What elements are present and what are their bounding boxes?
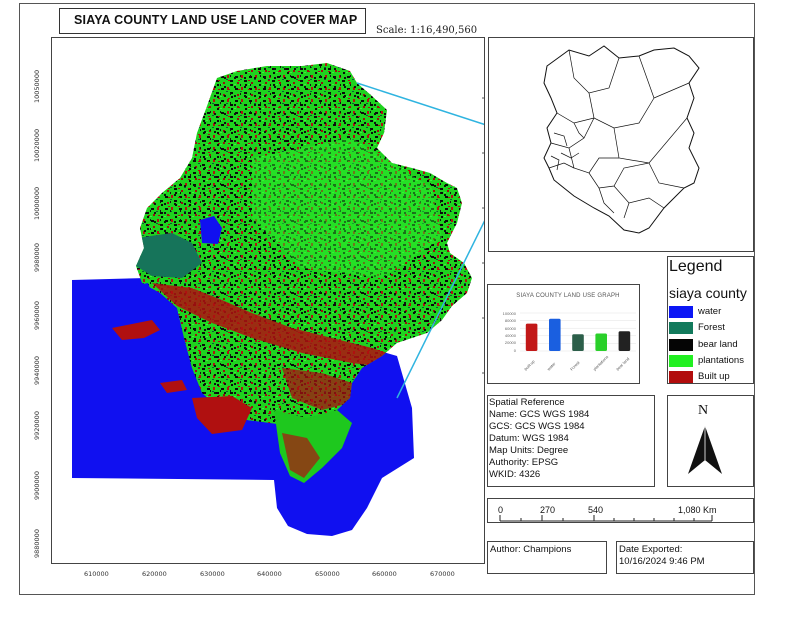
chart-ytick: 80000 bbox=[504, 318, 516, 323]
scale-label: 1,080 Km bbox=[678, 505, 717, 515]
y-tick-label: 10000000 bbox=[33, 186, 41, 220]
y-tick-label: 9900000 bbox=[33, 471, 41, 500]
scale-label: 0 bbox=[498, 505, 504, 515]
x-tick-label: 610000 bbox=[84, 570, 109, 578]
chart-bar-forest bbox=[572, 334, 584, 351]
sr-heading: Spatial Reference bbox=[489, 397, 565, 408]
north-label: N bbox=[698, 403, 709, 418]
legend-label: Forest bbox=[698, 322, 725, 333]
island-2 bbox=[192, 396, 252, 434]
date-value: 10/16/2024 9:46 PM bbox=[619, 556, 705, 567]
built-up-south bbox=[282, 368, 352, 410]
chart-bar-bear-land bbox=[618, 331, 631, 351]
scale-text: Scale: 1:16,490,560 bbox=[376, 25, 478, 36]
county-borders bbox=[548, 49, 690, 219]
x-tick-label: 620000 bbox=[142, 570, 167, 578]
chart-ytick: 20000 bbox=[504, 340, 516, 345]
legend-item-water: water bbox=[668, 306, 754, 320]
bar-chart bbox=[520, 312, 636, 352]
author-frame bbox=[487, 541, 607, 574]
dense-green bbox=[252, 138, 442, 278]
sr-name: Name: GCS WGS 1984 bbox=[489, 409, 590, 420]
layout-frame bbox=[19, 3, 755, 595]
legend-swatch bbox=[669, 306, 693, 318]
legend-item-built-up: Built up bbox=[668, 371, 754, 385]
inset-map-kenya[interactable] bbox=[489, 38, 755, 253]
y-tick-label: 9920000 bbox=[33, 411, 41, 440]
x-tick-label: 670000 bbox=[430, 570, 455, 578]
chart-ytick: 0 bbox=[513, 348, 516, 353]
sr-units: Map Units: Degree bbox=[489, 445, 569, 456]
legend-label: bear land bbox=[698, 339, 738, 350]
sr-gcs: GCS: GCS WGS 1984 bbox=[489, 421, 585, 432]
inland-water-1 bbox=[200, 216, 222, 244]
spatial-reference-frame bbox=[487, 395, 655, 487]
scale-bar bbox=[499, 515, 713, 522]
y-tick-label: 9940000 bbox=[33, 356, 41, 385]
main-map[interactable] bbox=[52, 38, 485, 564]
scale-label: 540 bbox=[588, 505, 604, 515]
author-text: Author: Champions bbox=[490, 544, 572, 555]
kenya-outline bbox=[543, 45, 700, 234]
legend-item-plantations: plantations bbox=[668, 355, 754, 369]
y-tick-label: 9960000 bbox=[33, 301, 41, 330]
chart-ytick: 100000 bbox=[502, 311, 516, 316]
legend-subtitle: siaya county bbox=[669, 285, 747, 301]
x-tick-label: 650000 bbox=[315, 570, 340, 578]
date-label: Date Exported: bbox=[619, 544, 683, 555]
sr-authority: Authority: EPSG bbox=[489, 457, 559, 468]
main-map-frame[interactable] bbox=[51, 37, 485, 564]
chart-ytick: 60000 bbox=[504, 326, 516, 331]
x-tick-label: 630000 bbox=[200, 570, 225, 578]
sr-wkid: WKID: 4326 bbox=[489, 469, 541, 480]
peninsula-builtup bbox=[282, 433, 320, 478]
scale-label: 270 bbox=[540, 505, 556, 515]
x-tick-label: 640000 bbox=[257, 570, 282, 578]
inland-water-2 bbox=[134, 283, 152, 300]
legend-swatch bbox=[669, 355, 693, 367]
leader-line-top bbox=[356, 82, 484, 126]
x-tick-label: 660000 bbox=[372, 570, 397, 578]
sr-datum: Datum: WGS 1984 bbox=[489, 433, 569, 444]
chart-title: SIAYA COUNTY LAND USE GRAPH bbox=[516, 293, 620, 299]
title-box bbox=[59, 8, 366, 34]
date-frame bbox=[616, 541, 754, 574]
y-tick-label: 9980000 bbox=[33, 243, 41, 272]
legend-item-forest: Forest bbox=[668, 322, 754, 336]
inset-map-frame[interactable] bbox=[488, 37, 754, 252]
built-up-shore bbox=[152, 283, 397, 368]
y-tick-label: 10050000 bbox=[33, 69, 41, 103]
y-tick-label: 9880000 bbox=[33, 529, 41, 558]
leader-line-bottom bbox=[396, 220, 484, 399]
chart-bar-water bbox=[549, 318, 561, 351]
forest-patch bbox=[136, 233, 202, 278]
y-tick-label: 10020000 bbox=[33, 128, 41, 162]
legend-swatch bbox=[669, 371, 693, 383]
map-title: SIAYA COUNTY LAND USE LAND COVER MAP bbox=[74, 13, 358, 27]
chart-ytick: 40000 bbox=[504, 333, 516, 338]
legend-label: plantations bbox=[698, 355, 744, 366]
chart-bar-built-up bbox=[525, 323, 538, 351]
north-arrow-icon bbox=[688, 426, 722, 474]
legend-swatch bbox=[669, 339, 693, 351]
legend-swatch bbox=[669, 322, 693, 334]
island-3 bbox=[160, 380, 187, 393]
north-arrow-frame bbox=[667, 395, 754, 487]
legend-label: Built up bbox=[698, 371, 730, 382]
land-use-graph[interactable] bbox=[487, 284, 640, 384]
legend-title: Legend bbox=[669, 258, 723, 275]
legend-item-bare-land: bear land bbox=[668, 339, 754, 353]
legend-label: water bbox=[698, 306, 722, 317]
island-1 bbox=[112, 320, 160, 340]
chart-bar-plantations bbox=[595, 333, 607, 351]
scale-bar-frame bbox=[487, 498, 754, 523]
